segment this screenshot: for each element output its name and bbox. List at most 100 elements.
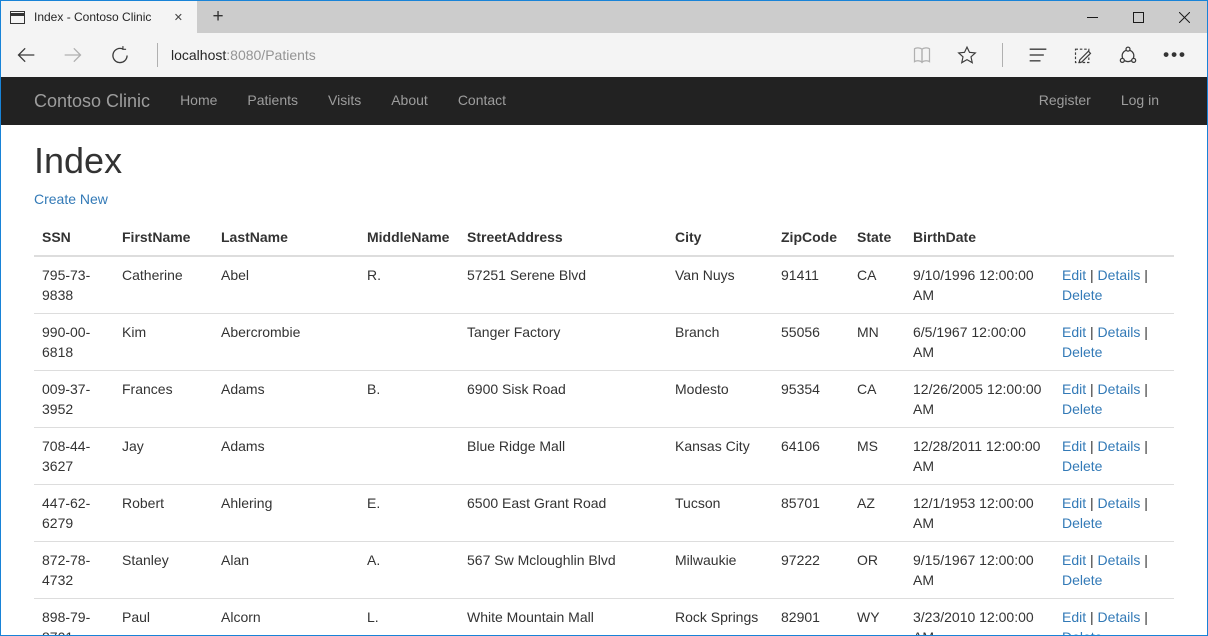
cell-streetaddress: Tanger Factory	[459, 312, 667, 371]
cell-birthdate: 3/23/2010 12:00:00 AM	[905, 597, 1054, 635]
col-header-streetaddress: StreetAddress	[459, 218, 667, 257]
cell-middlename	[359, 426, 459, 485]
cell-middlename: B.	[359, 369, 459, 428]
cell-ssn: 898-79-8701	[34, 597, 114, 635]
details-link[interactable]: Details	[1097, 266, 1141, 283]
brand-link[interactable]: Contoso Clinic	[34, 90, 151, 111]
tab-title: Index - Contoso Clinic	[34, 10, 152, 24]
browser-tab[interactable]: Index - Contoso Clinic ✕	[1, 1, 197, 33]
table-row: 447-62-6279 Robert Ahlering E. 6500 East…	[34, 483, 1174, 542]
cell-city: Tucson	[667, 483, 773, 542]
details-link[interactable]: Details	[1097, 323, 1141, 340]
action-separator: |	[1140, 437, 1148, 454]
nav-item-about[interactable]: About	[391, 92, 428, 108]
back-icon[interactable]	[16, 45, 36, 65]
refresh-icon[interactable]	[110, 45, 130, 65]
delete-link[interactable]: Delete	[1062, 400, 1103, 417]
delete-link[interactable]: Delete	[1062, 629, 1102, 635]
cell-state: MS	[849, 426, 905, 485]
edit-link[interactable]: Edit	[1062, 494, 1087, 511]
cell-zipcode: 64106	[773, 426, 849, 485]
web-note-icon[interactable]	[1073, 45, 1093, 65]
col-header-middlename: MiddleName	[359, 218, 459, 257]
nav-item-home[interactable]: Home	[180, 92, 218, 108]
cell-firstname: Catherine	[114, 255, 213, 314]
edit-link[interactable]: Edit	[1062, 323, 1087, 340]
col-header-birthdate: BirthDate	[905, 218, 1054, 257]
cell-streetaddress: 6500 East Grant Road	[459, 483, 667, 542]
delete-link[interactable]: Delete	[1062, 457, 1103, 474]
edit-link[interactable]: Edit	[1062, 380, 1087, 397]
nav-item-contact[interactable]: Contact	[457, 92, 507, 108]
cell-firstname: Frances	[114, 369, 213, 428]
cell-zipcode: 97222	[773, 540, 849, 599]
minimize-button[interactable]	[1069, 1, 1115, 33]
delete-link[interactable]: Delete	[1062, 286, 1103, 303]
cell-city: Van Nuys	[667, 255, 773, 314]
delete-link[interactable]: Delete	[1062, 343, 1103, 360]
favorites-star-icon[interactable]	[957, 45, 977, 65]
cell-birthdate: 12/1/1953 12:00:00 AM	[905, 483, 1054, 542]
cell-actions: Edit | Details | Delete	[1054, 483, 1174, 542]
cell-city: Modesto	[667, 369, 773, 428]
edit-link[interactable]: Edit	[1062, 437, 1087, 454]
tab-close-icon[interactable]: ✕	[173, 11, 183, 24]
hub-icon[interactable]	[1028, 45, 1048, 65]
edit-link[interactable]: Edit	[1062, 608, 1087, 625]
action-separator: |	[1140, 380, 1148, 397]
nav-item-register[interactable]: Register	[1038, 92, 1091, 108]
col-header-firstname: FirstName	[114, 218, 213, 257]
edit-link[interactable]: Edit	[1062, 551, 1087, 568]
details-link[interactable]: Details	[1097, 608, 1141, 625]
cell-city: Kansas City	[667, 426, 773, 485]
action-separator: |	[1140, 494, 1148, 511]
action-separator: |	[1140, 551, 1148, 568]
cell-streetaddress: 567 Sw Mcloughlin Blvd	[459, 540, 667, 599]
nav-item-login[interactable]: Log in	[1120, 92, 1159, 108]
details-link[interactable]: Details	[1097, 494, 1141, 511]
share-icon[interactable]	[1118, 45, 1138, 65]
nav-item-visits[interactable]: Visits	[328, 92, 362, 108]
details-link[interactable]: Details	[1097, 551, 1141, 568]
cell-firstname: Kim	[114, 312, 213, 371]
table-row: 009-37-3952 Frances Adams B. 6900 Sisk R…	[34, 369, 1174, 428]
cell-firstname: Paul	[114, 597, 213, 635]
cell-ssn: 708-44-3627	[34, 426, 114, 485]
cell-lastname: Ahlering	[213, 483, 359, 542]
cell-actions: Edit | Details | Delete	[1054, 540, 1174, 599]
patients-table-body: 795-73-9838 Catherine Abel R. 57251 Sere…	[34, 255, 1174, 635]
more-options-icon[interactable]: •••	[1163, 45, 1187, 64]
cell-firstname: Jay	[114, 426, 213, 485]
details-link[interactable]: Details	[1097, 437, 1141, 454]
details-link[interactable]: Details	[1097, 380, 1141, 397]
nav-item-patients[interactable]: Patients	[247, 92, 299, 108]
address-bar[interactable]: localhost:8080/Patients	[158, 47, 912, 63]
reading-view-icon[interactable]	[912, 45, 932, 65]
cell-birthdate: 9/10/1996 12:00:00 AM	[905, 255, 1054, 314]
delete-link[interactable]: Delete	[1062, 514, 1103, 531]
cell-city: Milwaukie	[667, 540, 773, 599]
cell-ssn: 447-62-6279	[34, 483, 114, 542]
action-separator: |	[1086, 380, 1098, 397]
cell-birthdate: 6/5/1967 12:00:00 AM	[905, 312, 1054, 371]
close-window-button[interactable]	[1161, 1, 1207, 33]
maximize-button[interactable]	[1115, 1, 1161, 33]
forward-icon[interactable]	[63, 45, 83, 65]
delete-link[interactable]: Delete	[1062, 571, 1103, 588]
cell-actions: Edit | Details | Delete	[1054, 597, 1174, 635]
site-navbar: Contoso Clinic Home Patients Visits Abou…	[1, 77, 1207, 125]
create-new-link[interactable]: Create New	[34, 190, 108, 207]
edit-link[interactable]: Edit	[1062, 266, 1087, 283]
cell-zipcode: 55056	[773, 312, 849, 371]
cell-ssn: 795-73-9838	[34, 255, 114, 314]
page-favicon-icon	[10, 10, 25, 24]
new-tab-button[interactable]: +	[212, 6, 224, 27]
cell-streetaddress: White Mountain Mall	[459, 597, 667, 635]
cell-lastname: Abercrombie	[213, 312, 359, 371]
toolbar-separator	[157, 43, 158, 67]
action-separator: |	[1140, 608, 1148, 625]
cell-firstname: Stanley	[114, 540, 213, 599]
action-separator: |	[1086, 494, 1098, 511]
cell-lastname: Alcorn	[213, 597, 359, 635]
